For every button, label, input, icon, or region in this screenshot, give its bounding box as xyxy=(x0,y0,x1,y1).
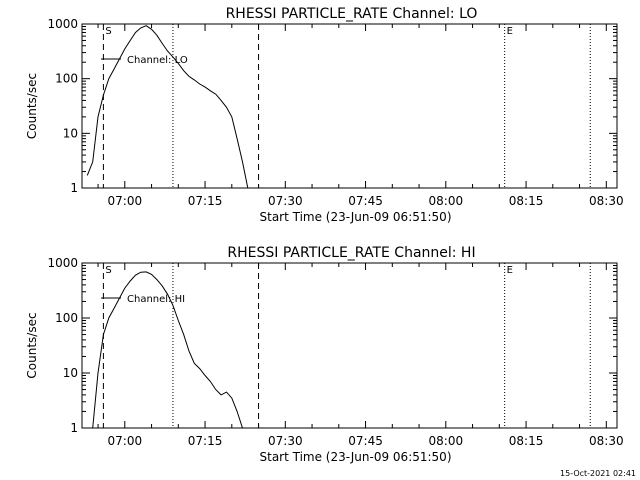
x-tick-label: 07:45 xyxy=(348,434,383,448)
marker-label: S xyxy=(105,265,111,276)
legend-label: Channel: LO xyxy=(127,55,188,66)
generation-timestamp: 15-Oct-2021 02:41 xyxy=(560,469,636,478)
chart-title: RHESSI PARTICLE_RATE Channel: HI xyxy=(227,245,475,261)
x-tick-label: 08:15 xyxy=(509,434,544,448)
legend-label: Channel: HI xyxy=(127,294,185,305)
x-tick-label: 07:15 xyxy=(188,194,223,208)
x-tick-label: 07:30 xyxy=(268,194,303,208)
y-tick-label: 100 xyxy=(55,311,78,325)
y-axis-label: Counts/sec xyxy=(25,73,39,139)
y-tick-label: 1000 xyxy=(47,256,78,270)
chart-title: RHESSI PARTICLE_RATE Channel: LO xyxy=(226,6,478,22)
chart-panel-2: RHESSI PARTICLE_RATE Channel: HI Start Ti… xyxy=(25,245,624,464)
x-tick-label: 07:00 xyxy=(108,434,143,448)
x-tick-label: 07:30 xyxy=(268,434,303,448)
y-tick-label: 1 xyxy=(70,421,78,435)
series-line xyxy=(92,271,243,428)
y-tick-label: 1000 xyxy=(47,17,78,31)
y-axis-label: Counts/sec xyxy=(25,312,39,378)
x-tick-label: 07:45 xyxy=(348,194,383,208)
x-tick-label: 07:00 xyxy=(108,194,143,208)
chart-panel-1: RHESSI PARTICLE_RATE Channel: LO Start Ti… xyxy=(25,6,624,224)
x-tick-label: 08:30 xyxy=(589,194,624,208)
x-tick-label: 08:15 xyxy=(509,194,544,208)
marker-label: S xyxy=(105,26,111,37)
marker-label: E xyxy=(507,26,513,37)
plot-frame xyxy=(81,23,618,189)
x-tick-label: 08:30 xyxy=(589,434,624,448)
x-axis-label: Start Time (23-Jun-09 06:51:50) xyxy=(260,450,452,464)
y-tick-label: 10 xyxy=(63,366,78,380)
y-tick-label: 100 xyxy=(55,72,78,86)
marker-label: E xyxy=(507,265,513,276)
plot-frame xyxy=(81,262,618,429)
y-tick-label: 10 xyxy=(63,126,78,140)
x-axis-label: Start Time (23-Jun-09 06:51:50) xyxy=(260,210,452,224)
y-tick-label: 1 xyxy=(70,181,78,195)
series-line xyxy=(86,25,249,188)
x-tick-label: 07:15 xyxy=(188,434,223,448)
x-tick-label: 08:00 xyxy=(429,434,464,448)
x-tick-label: 08:00 xyxy=(429,194,464,208)
